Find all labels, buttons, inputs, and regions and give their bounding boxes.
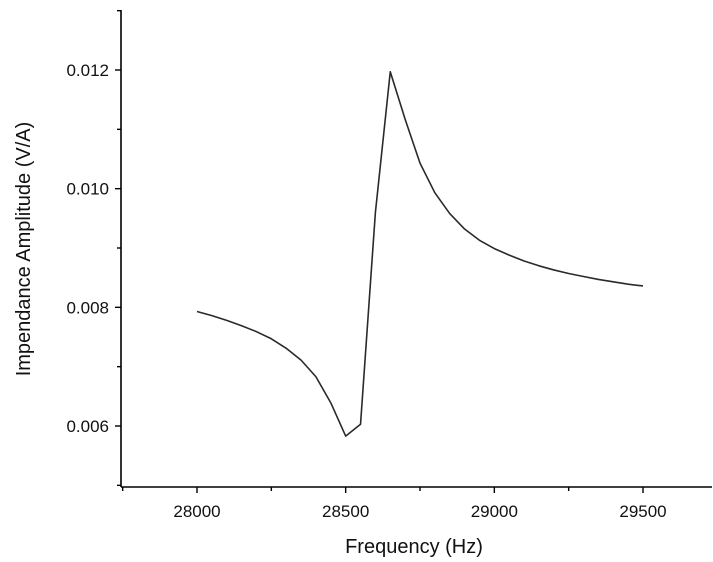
y-axis-title: Impendance Amplitude (V/A) — [13, 122, 35, 377]
y-tick-label: 0.012 — [66, 61, 109, 80]
series-line — [196, 70, 644, 437]
ticks-layer — [115, 9, 644, 493]
x-tick-label: 29000 — [471, 502, 518, 521]
x-tick-label: 29500 — [619, 502, 666, 521]
x-axis-title: Frequency (Hz) — [345, 536, 483, 558]
y-tick-label: 0.008 — [66, 298, 109, 317]
x-tick-label: 28000 — [173, 502, 220, 521]
y-tick-label: 0.010 — [66, 180, 109, 199]
y-tick-label: 0.006 — [66, 417, 109, 436]
x-tick-label: 28500 — [322, 502, 369, 521]
tick-labels: 28000 28500 29000 29500 0.006 0.008 0.010 0.012 — [66, 61, 666, 521]
